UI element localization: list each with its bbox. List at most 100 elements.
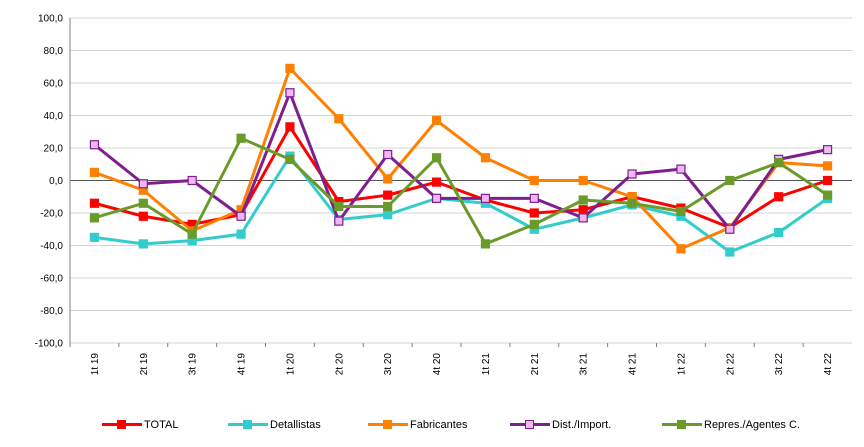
y-tick-label: 20,0: [44, 144, 64, 155]
x-tick-label: 2t 22: [725, 353, 736, 376]
legend-swatch: [368, 418, 408, 432]
y-tick-label: -20,0: [40, 209, 63, 220]
legend-label: Fabricantes: [410, 419, 468, 431]
legend-label: TOTAL: [144, 419, 179, 431]
legend-item: Fabricantes: [368, 418, 467, 432]
data-point: [578, 213, 588, 223]
series-4: [89, 133, 833, 249]
data-point: [774, 227, 784, 238]
x-tick-label: 4t 22: [823, 353, 834, 376]
y-tick-label: 100,0: [38, 14, 63, 25]
data-point: [822, 190, 833, 200]
data-point: [334, 216, 344, 226]
x-axis-ticks: 1t 19 2t 19 3t 19 4t 19 1t 20 2t 20 3t 20 4t 20…: [69, 343, 834, 376]
data-point: [138, 198, 148, 208]
data-point: [236, 229, 246, 239]
data-point: [89, 140, 100, 150]
data-point: [285, 63, 295, 73]
y-tick-label: -80,0: [40, 306, 63, 317]
series-line: [94, 154, 829, 254]
data-point: [89, 198, 100, 208]
data-point: [529, 193, 539, 203]
data-point: [774, 192, 784, 202]
x-tick-label: 2t 21: [530, 353, 541, 376]
series-3: [89, 88, 833, 234]
data-point: [822, 175, 833, 186]
data-point: [383, 201, 393, 212]
y-tick-label: -100,0: [35, 339, 64, 350]
y-tick-label: 0,0: [49, 176, 63, 187]
data-point: [383, 190, 393, 200]
data-point: [676, 164, 686, 174]
x-tick-label: 1t 22: [676, 353, 687, 376]
data-point: [529, 208, 539, 218]
data-point: [725, 247, 735, 257]
data-point: [334, 114, 344, 124]
data-point: [627, 169, 637, 179]
x-tick-label: 1t 19: [90, 353, 101, 376]
data-point: [383, 149, 393, 160]
data-point: [187, 175, 197, 186]
legend-item: Detallistas: [228, 418, 321, 432]
legend-label: Repres./Agentes C.: [704, 419, 800, 431]
data-point: [187, 229, 197, 239]
legend-label: Dist./Import.: [552, 419, 612, 431]
legend-swatch: [102, 418, 142, 432]
data-point: [480, 193, 491, 203]
data-point: [431, 115, 442, 125]
data-point: [383, 174, 393, 184]
series-line: [93, 66, 828, 251]
data-point: [138, 239, 148, 249]
data-point: [285, 154, 295, 164]
y-tick-label: 80,0: [44, 46, 64, 57]
legend: TOTAL Detallistas Fabricantes Dist./Import.…: [0, 418, 864, 442]
data-point: [578, 195, 588, 205]
y-axis-ticks: 100,0 80,0 60,0 40,0 20,0 0,0 -20,0 -40,0 -60,0 -…: [35, 14, 64, 350]
data-point: [383, 210, 393, 220]
x-tick-label: 4t 21: [628, 353, 639, 376]
data-point: [138, 179, 148, 189]
data-point: [725, 175, 735, 186]
legend-swatch: [228, 418, 268, 432]
gridlines: [69, 17, 852, 344]
data-point: [236, 133, 246, 143]
data-point: [285, 88, 295, 98]
data-point: [334, 201, 344, 212]
data-point: [236, 211, 246, 221]
data-point: [529, 175, 539, 186]
x-tick-label: 2t 20: [334, 353, 345, 376]
y-tick-label: 60,0: [44, 79, 64, 90]
data-point: [822, 145, 833, 155]
data-point: [822, 161, 833, 171]
legend-swatch: [662, 418, 702, 432]
legend-label: Detallistas: [270, 419, 321, 431]
data-point: [480, 239, 491, 249]
data-point: [774, 158, 784, 168]
series-1: [89, 151, 833, 257]
x-tick-label: 3t 19: [188, 353, 199, 376]
data-point: [431, 193, 442, 203]
y-tick-label: -40,0: [40, 241, 63, 252]
x-tick-label: 3t 21: [579, 353, 590, 376]
x-tick-label: 1t 20: [285, 353, 296, 376]
data-point: [725, 224, 735, 234]
series-group: [89, 63, 833, 257]
y-tick-label: 40,0: [44, 111, 64, 122]
data-point: [285, 122, 295, 132]
data-point: [431, 177, 442, 187]
x-tick-label: 3t 20: [383, 353, 394, 376]
x-tick-label: 3t 22: [774, 353, 785, 376]
data-point: [138, 211, 148, 221]
x-tick-label: 1t 21: [481, 353, 492, 376]
data-point: [676, 206, 686, 216]
legend-item: TOTAL: [102, 418, 178, 432]
data-point: [529, 219, 539, 229]
data-point: [89, 167, 100, 177]
y-tick-label: -60,0: [40, 274, 63, 285]
series-line: [94, 136, 829, 246]
x-tick-label: 2t 19: [139, 353, 150, 376]
data-point: [578, 205, 588, 215]
data-point: [89, 213, 100, 223]
data-point: [89, 232, 100, 242]
